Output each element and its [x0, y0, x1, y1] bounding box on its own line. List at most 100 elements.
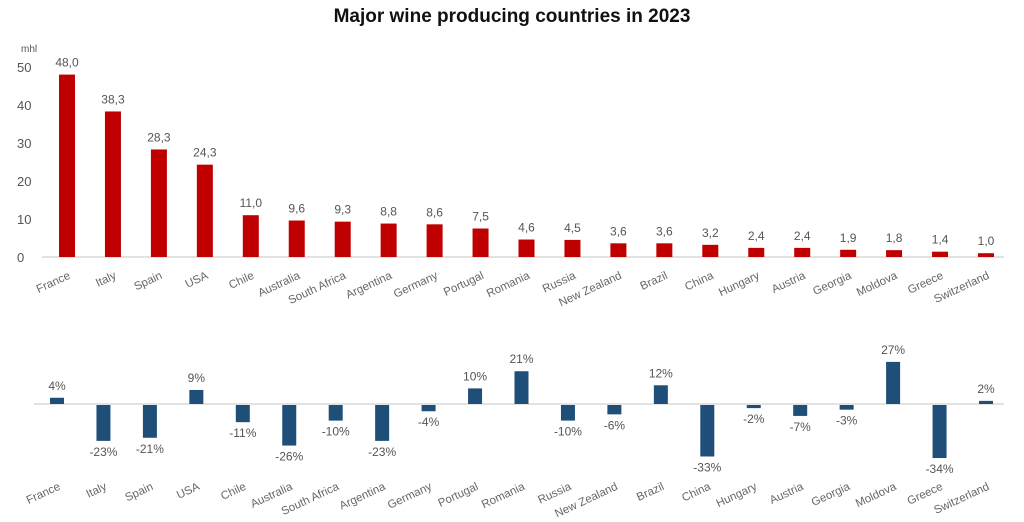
change-data-label: 10%	[463, 369, 487, 383]
change-bar-usa	[189, 389, 204, 404]
production-data-label: 1,0	[978, 234, 995, 248]
production-bar-chile	[242, 215, 259, 257]
change-data-label: -2%	[743, 412, 765, 426]
category-label: Spain	[132, 270, 164, 293]
change-data-label: 27%	[881, 343, 905, 357]
change-bar-italy	[96, 405, 111, 441]
change-data-label: 4%	[48, 379, 66, 393]
production-bar-argentina	[380, 223, 397, 257]
category-label: Argentina	[338, 481, 388, 513]
production-data-label: 24,3	[193, 146, 217, 160]
production-data-label: 8,6	[426, 205, 443, 219]
change-data-label: -7%	[790, 420, 812, 434]
y-tick-label: 0	[17, 250, 24, 265]
y-tick-label: 10	[17, 212, 31, 227]
production-data-label: 8,8	[380, 205, 397, 219]
category-label: France	[25, 481, 63, 507]
production-data-label: 9,6	[288, 202, 305, 216]
category-label: Spain	[123, 481, 155, 504]
y-axis-unit-label: mhl	[21, 44, 37, 55]
change-data-labels: 4% -23% -21% 9% -11% -26% -10% -23% -4% 10% 21% -10…	[48, 343, 995, 476]
change-bar-portugal	[468, 388, 483, 404]
production-data-label: 1,9	[840, 231, 857, 245]
category-label: Moldova	[854, 481, 899, 511]
production-bar-georgia	[840, 249, 857, 257]
y-tick-label: 20	[17, 174, 31, 189]
change-data-label: -21%	[136, 442, 164, 456]
production-bar-south-africa	[334, 221, 351, 257]
change-bar-spain	[142, 405, 157, 438]
production-data-label: 3,6	[610, 224, 627, 238]
chart-title: Major wine producing countries in 2023	[334, 6, 691, 27]
y-tick-label: 50	[17, 60, 31, 75]
change-data-label: -4%	[418, 415, 440, 429]
change-bar-russia	[560, 405, 575, 421]
category-label: Austria	[770, 270, 808, 296]
change-bar-argentina	[375, 405, 390, 441]
change-data-label: -10%	[554, 425, 582, 439]
change-bar-georgia	[839, 405, 854, 410]
y-tick-label: 30	[17, 136, 31, 151]
category-label: Portugal	[442, 270, 486, 299]
change-bar-hungary	[746, 405, 761, 409]
production-bar-russia	[564, 239, 581, 257]
production-bar-greece	[932, 251, 949, 257]
change-bars	[50, 361, 993, 459]
change-data-label: 9%	[188, 371, 206, 385]
production-bar-new-zealand	[610, 243, 627, 257]
change-data-label: -10%	[322, 425, 350, 439]
change-data-label: -6%	[604, 418, 626, 432]
production-bar-italy	[104, 111, 121, 258]
change-bar-romania	[514, 371, 529, 404]
category-label: Austria	[768, 481, 806, 507]
category-label: Chile	[227, 270, 256, 292]
category-label: Moldova	[855, 270, 900, 300]
category-label: China	[680, 481, 713, 505]
category-label: Italy	[94, 270, 118, 290]
production-bar-switzerland	[978, 253, 994, 257]
category-label: USA	[184, 270, 211, 291]
category-label: Georgia	[811, 270, 854, 298]
category-label: Chile	[219, 481, 248, 503]
change-bar-new-zealand	[607, 405, 622, 415]
production-bar-austria	[794, 247, 811, 257]
category-label: Romania	[485, 270, 532, 301]
production-bar-usa	[196, 164, 213, 257]
category-label: Hungary	[717, 270, 762, 299]
category-label: Romania	[480, 481, 527, 512]
production-bar-romania	[518, 239, 535, 257]
top-y-axis: 0 10 20 30 40 50	[17, 60, 31, 265]
change-bar-greece	[932, 405, 947, 459]
production-data-label: 1,8	[886, 231, 903, 245]
production-bar-hungary	[748, 247, 765, 257]
change-bar-switzerland	[979, 400, 993, 404]
y-tick-label: 40	[17, 98, 31, 113]
production-bar-spain	[150, 149, 167, 257]
change-data-label: -11%	[229, 426, 256, 440]
production-bar-china	[702, 244, 719, 257]
category-label: Italy	[85, 481, 109, 501]
change-bar-austria	[793, 405, 808, 416]
production-data-labels: 48,0 38,3 28,3 24,3 11,0 9,6 9,3 8,8 8,6 7,5 4,6 4,…	[55, 56, 994, 249]
change-data-label: -23%	[89, 445, 117, 459]
production-bar-germany	[426, 224, 443, 257]
production-data-label: 4,5	[564, 221, 581, 235]
production-data-label: 11,0	[240, 196, 263, 210]
change-data-label: 21%	[509, 352, 533, 366]
production-data-label: 3,2	[702, 226, 719, 240]
change-bar-china	[700, 405, 715, 457]
change-bar-brazil	[653, 385, 668, 404]
production-data-label: 38,3	[101, 92, 125, 106]
change-data-label: -26%	[275, 450, 303, 464]
production-data-label: 2,4	[794, 229, 811, 243]
category-label: Brazil	[638, 270, 669, 293]
production-data-label: 1,4	[932, 233, 949, 247]
production-bar-australia	[288, 220, 305, 257]
change-bar-germany	[421, 405, 436, 412]
category-label: Argentina	[344, 270, 394, 302]
category-label: USA	[175, 481, 202, 502]
category-label: Hungary	[715, 481, 760, 510]
production-data-label: 9,3	[334, 203, 351, 217]
